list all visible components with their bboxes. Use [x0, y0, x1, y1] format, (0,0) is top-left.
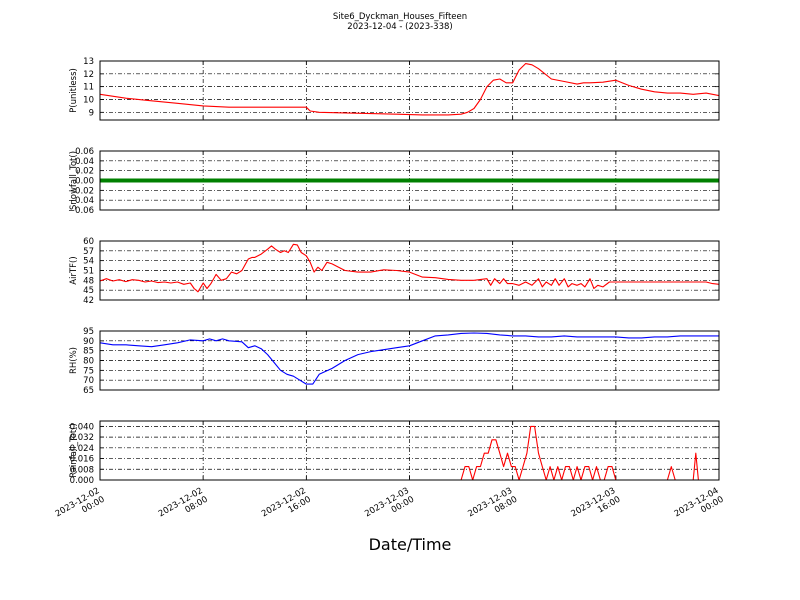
panel-frame: [99, 150, 720, 211]
chart-title: Site6_Dyckman_Houses_Fifteen: [333, 12, 467, 22]
y-tick-label: −0.06: [68, 206, 94, 216]
y-tick-label: 0.000: [70, 476, 94, 486]
y-axis-label: RH(%): [69, 347, 79, 374]
panel-2: −0.06−0.04−0.020.000.020.040.06Snowfall_…: [68, 147, 720, 216]
y-tick-label: 11: [83, 83, 94, 93]
series-line: [100, 243, 719, 293]
y-tick-label: 51: [83, 267, 94, 277]
panel-frame: [99, 330, 720, 391]
y-tick-label: 95: [83, 327, 94, 337]
y-tick-label: 80: [83, 357, 94, 367]
y-tick-label: 60: [83, 237, 94, 247]
y-tick-label: 0.00: [75, 177, 94, 187]
series-line: [100, 425, 707, 480]
panel-1: 9 10 11 12 13 P(unitless): [69, 57, 720, 121]
y-tick-label: −0.02: [68, 186, 94, 196]
y-tick-label: 9: [89, 108, 94, 118]
y-tick-label: 13: [83, 57, 94, 67]
panel-frame: [99, 240, 720, 301]
panel-frame: [99, 420, 720, 481]
y-tick-label: 45: [83, 286, 94, 296]
y-tick-label: −0.04: [68, 196, 94, 206]
y-tick-label: 0.02: [75, 167, 94, 177]
y-tick-label: 90: [83, 337, 94, 347]
panel-frame: [99, 60, 720, 121]
y-tick-label: 57: [83, 247, 94, 257]
chart-subtitle: 2023-12-04 - (2023-338): [347, 22, 452, 32]
y-tick-label: 70: [83, 376, 94, 386]
y-tick-label: 0.06: [75, 147, 94, 157]
y-tick-label: 0.040: [70, 422, 94, 432]
series-line: [100, 332, 719, 385]
y-tick-label: 42: [83, 296, 94, 306]
y-tick-label: 85: [83, 347, 94, 357]
y-tick-label: 0.04: [75, 157, 94, 167]
y-tick-label: 0.016: [70, 455, 94, 465]
panel-5: 0.0000.0080.0160.0240.0320.040Rainfall_T…: [69, 420, 720, 486]
y-axis-label: Rainfall_Tot(): [69, 423, 79, 478]
y-axis-label: Snowfall_Tot(): [69, 151, 79, 210]
x-axis-label: Date/Time: [369, 535, 452, 554]
y-tick-label: 75: [83, 366, 94, 376]
y-tick-label: 48: [83, 276, 94, 286]
y-axis-label: P(unitless): [69, 68, 79, 113]
y-tick-label: 12: [83, 70, 94, 80]
series-line: [100, 63, 719, 116]
y-tick-label: 54: [83, 257, 94, 267]
y-tick-label: 0.008: [70, 465, 94, 475]
y-axis-label: AirTF(): [69, 256, 79, 284]
y-tick-label: 10: [83, 95, 94, 105]
y-tick-label: 65: [83, 386, 94, 396]
chart-panels: 910111213P(unitless)−0.06−0.04−0.020.000…: [68, 57, 720, 486]
y-tick-label: 0.032: [70, 433, 94, 443]
y-tick-label: 0.024: [70, 444, 94, 454]
